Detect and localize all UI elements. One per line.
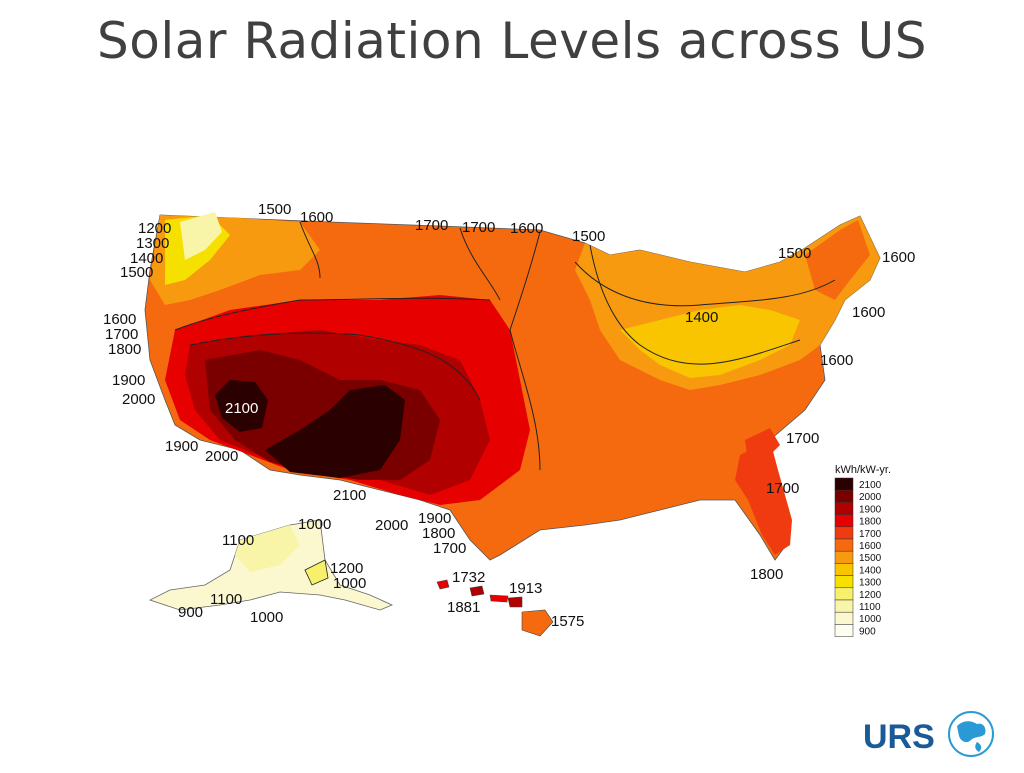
zone-1700-florida <box>735 440 792 555</box>
legend-swatch <box>834 489 854 503</box>
legend-swatch <box>834 599 854 613</box>
legend-label: 2100 <box>859 480 882 491</box>
legend-title: kWh/kW-yr. <box>835 464 891 476</box>
contour-label: 1700 <box>786 430 819 447</box>
contour-label: 2100 <box>333 487 366 504</box>
contour-label: 1400 <box>130 250 163 267</box>
contour-label: 1900 <box>165 438 198 455</box>
contour-label: 1800 <box>422 525 455 542</box>
alaska-label: 1000 <box>298 516 331 533</box>
legend-label: 900 <box>859 626 876 637</box>
legend-swatch <box>834 538 854 552</box>
legend-swatch <box>834 502 854 515</box>
legend-swatch <box>834 514 854 528</box>
hawaii-label: 1732 <box>452 569 485 586</box>
alaska-1200-zone <box>304 559 329 586</box>
contour-label: 1900 <box>418 510 451 527</box>
contour-label: 1300 <box>136 235 169 252</box>
contour-label: 1700 <box>766 480 799 497</box>
legend-label: 1800 <box>859 517 882 528</box>
contour-label: 1200 <box>138 220 171 237</box>
legend-swatch <box>834 575 854 589</box>
legend-label: 1900 <box>859 504 882 515</box>
alaska-label: 900 <box>178 604 203 621</box>
contour-label: 1500 <box>778 245 811 262</box>
zone-1400-greatlakes <box>620 305 800 378</box>
contour-label: 1600 <box>820 352 853 369</box>
alaska-labels: 1100 1000 1200 1000 1100 900 1000 <box>178 516 366 626</box>
contour-label: 1600 <box>510 220 543 237</box>
contour-label: 1600 <box>300 209 333 226</box>
contour-label: 1600 <box>852 304 885 321</box>
zone-2100-nevada <box>215 380 268 432</box>
contour-label: 2000 <box>205 448 238 465</box>
contour-label: 1500 <box>258 201 291 218</box>
hawaii-island-big <box>521 609 554 637</box>
contour-label: 1600 <box>882 249 915 266</box>
urs-logo: URS <box>863 711 994 757</box>
contour-label: 1800 <box>750 566 783 583</box>
legend-label: 1700 <box>859 529 882 540</box>
legend-label: 1000 <box>859 614 882 625</box>
contour-label: 2000 <box>122 391 155 408</box>
hawaii-label: 1575 <box>551 613 584 630</box>
alaska-1100-zone <box>235 525 300 572</box>
contour-label: 1600 <box>103 311 136 328</box>
logo-text: URS <box>863 718 935 756</box>
hawaii-island-kauai <box>436 579 450 590</box>
legend-swatch <box>834 563 854 576</box>
slide-title: Solar Radiation Levels across US <box>97 12 927 70</box>
zone-2100-arizona <box>265 385 405 478</box>
contour-label: 1700 <box>433 540 466 557</box>
legend-label: 2000 <box>859 492 882 503</box>
alaska-label: 1000 <box>250 609 283 626</box>
legend: kWh/kW-yr. 21002000190018001700160015001… <box>834 464 891 637</box>
contour-label: 1500 <box>120 264 153 281</box>
zone-1200-northwest <box>180 212 222 260</box>
zone-1700-carolina <box>745 428 780 462</box>
contour-label: 1700 <box>462 219 495 236</box>
legend-label: 1500 <box>859 553 882 564</box>
contour-labels: 1500 1600 1700 1700 1600 1500 1200 1300 … <box>103 201 915 583</box>
alaska <box>148 519 394 611</box>
contour-label: 1700 <box>105 326 138 343</box>
legend-label: 1300 <box>859 578 882 589</box>
legend-swatch <box>834 526 854 540</box>
contour-label: 1400 <box>685 309 718 326</box>
legend-swatch <box>834 550 854 564</box>
contour-label: 1500 <box>572 228 605 245</box>
legend-swatch <box>834 587 854 601</box>
contour-lines <box>174 221 836 471</box>
contour-label: 1800 <box>108 341 141 358</box>
contour-label: 2100 <box>225 400 258 417</box>
legend-label: 1400 <box>859 565 882 576</box>
contour-label: 2000 <box>375 517 408 534</box>
hawaii-label: 1881 <box>447 599 480 616</box>
alaska-label: 1100 <box>222 532 254 549</box>
legend-swatch <box>834 611 854 625</box>
hawaii-island-molokai <box>489 594 509 603</box>
alaska-label: 1000 <box>333 575 366 592</box>
hawaii <box>436 579 554 637</box>
hawaii-label: 1913 <box>509 580 542 597</box>
contour-label: 1900 <box>112 372 145 389</box>
hawaii-labels: 1732 1913 1881 1575 <box>447 569 584 630</box>
continental-us <box>144 212 881 561</box>
legend-label: 1100 <box>859 602 881 613</box>
legend-swatch <box>834 624 854 637</box>
hawaii-island-oahu <box>469 585 485 597</box>
alaska-label: 1200 <box>330 560 363 577</box>
hawaii-island-maui <box>507 596 523 608</box>
legend-label: 1200 <box>859 590 882 601</box>
contour-label: 1700 <box>415 217 448 234</box>
legend-label: 1600 <box>859 541 882 552</box>
globe-icon <box>948 711 994 757</box>
zone-1600-northeast <box>805 220 870 300</box>
legend-swatch <box>834 477 854 491</box>
alaska-label: 1100 <box>210 591 242 608</box>
